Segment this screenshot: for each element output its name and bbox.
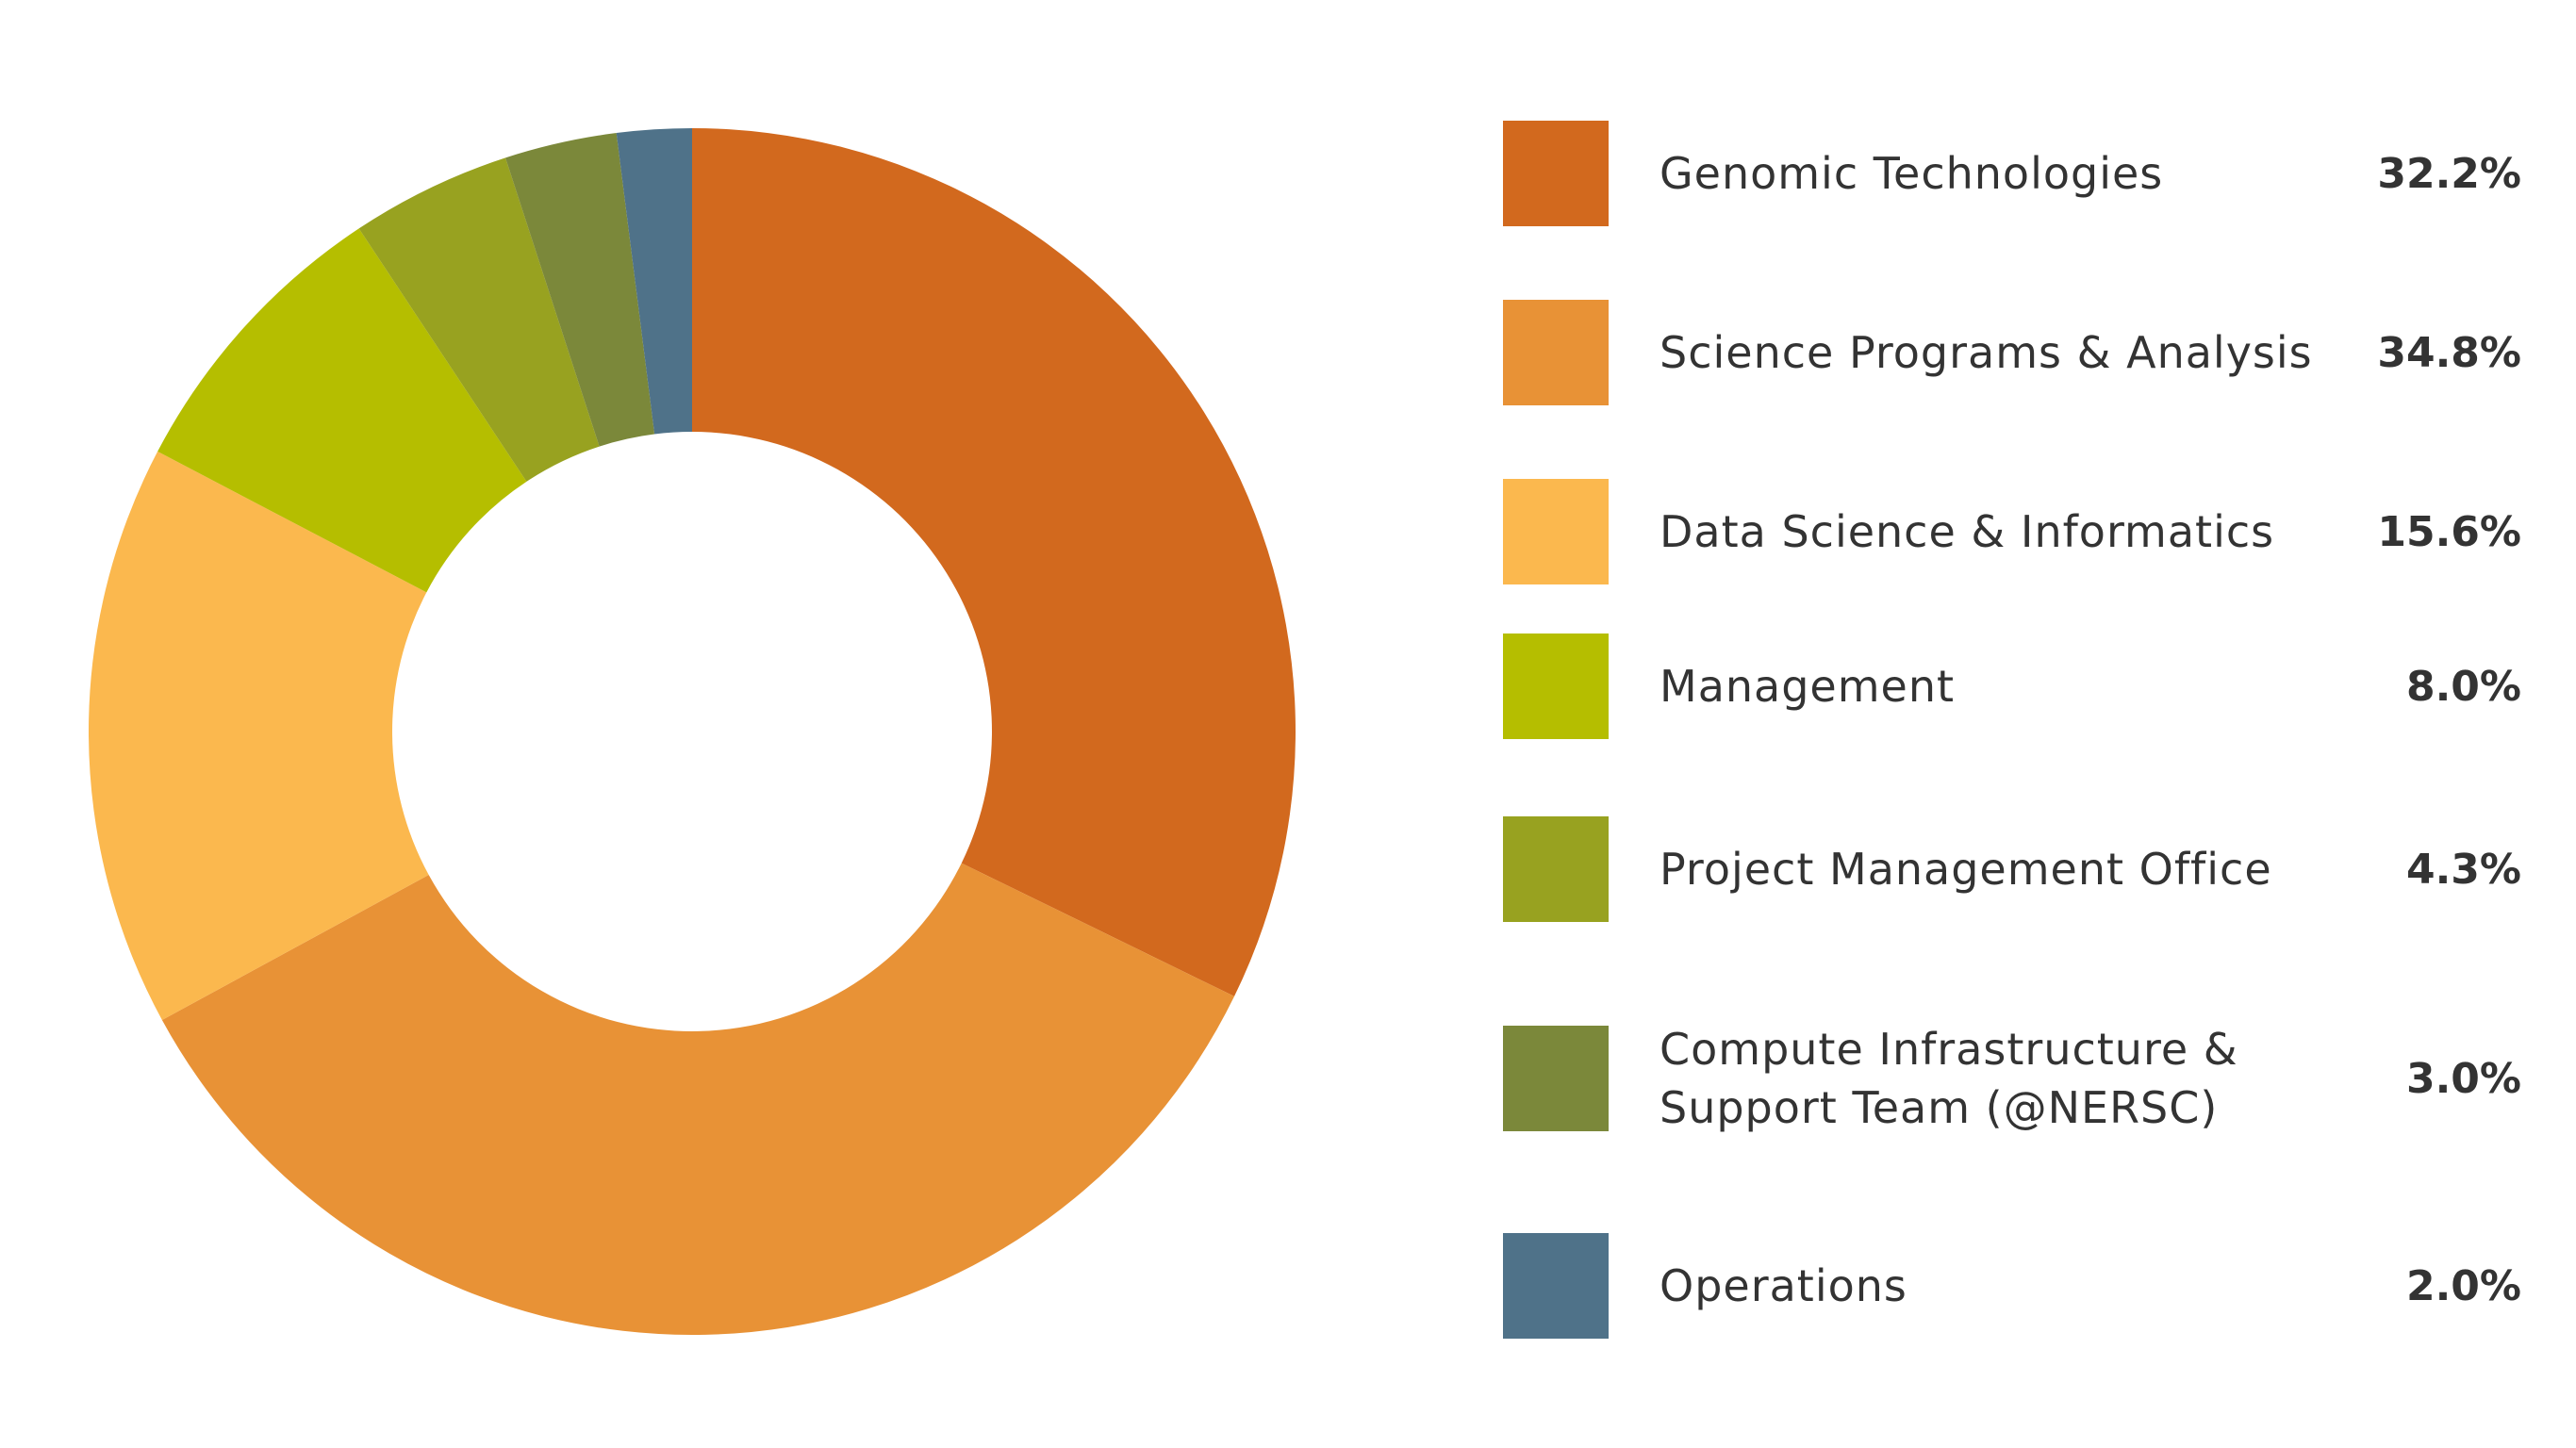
legend-label: Science Programs & Analysis [1660, 327, 2313, 378]
legend-item: Operations 2.0% [1503, 1233, 2521, 1339]
legend-swatch [1503, 634, 1609, 739]
donut-chart [88, 128, 1296, 1335]
legend-label: Data Science & Informatics [1660, 506, 2275, 557]
legend-value: 34.8% [2377, 328, 2521, 377]
donut-slice-2 [161, 863, 1235, 1335]
legend-label: Operations [1660, 1260, 1907, 1311]
legend-item: Data Science & Informatics 15.6% [1503, 479, 2521, 584]
legend-item: Project Management Office 4.3% [1503, 816, 2521, 922]
donut-slice-6 [505, 133, 655, 447]
legend-label: Compute Infrastructure & Support Team (@… [1660, 1024, 2238, 1133]
legend-value: 3.0% [2405, 1054, 2521, 1103]
donut-slice-5 [358, 157, 600, 482]
legend-value: 15.6% [2377, 507, 2521, 556]
legend-label: Management [1660, 661, 1956, 712]
legend-swatch [1503, 1026, 1609, 1131]
legend-label: Project Management Office [1660, 844, 2272, 895]
legend-swatch [1503, 816, 1609, 922]
legend-value: 4.3% [2405, 845, 2521, 894]
legend-value: 8.0% [2405, 662, 2521, 711]
legend-item: Compute Infrastructure & Support Team (@… [1503, 1024, 2521, 1133]
legend-value: 32.2% [2377, 149, 2521, 198]
legend-label: Genomic Technologies [1660, 148, 2164, 199]
donut-slice-1 [692, 128, 1296, 996]
donut-slice-4 [157, 228, 527, 593]
legend-item: Genomic Technologies 32.2% [1503, 121, 2521, 226]
legend-item: Science Programs & Analysis 34.8% [1503, 300, 2521, 405]
donut-slice-7 [616, 128, 692, 435]
donut-slice-3 [88, 451, 429, 1020]
legend-swatch [1503, 1233, 1609, 1339]
legend-swatch [1503, 300, 1609, 405]
legend-value: 2.0% [2405, 1261, 2521, 1310]
legend-item: Management 8.0% [1503, 634, 2521, 739]
legend-swatch [1503, 479, 1609, 584]
legend-swatch [1503, 121, 1609, 226]
